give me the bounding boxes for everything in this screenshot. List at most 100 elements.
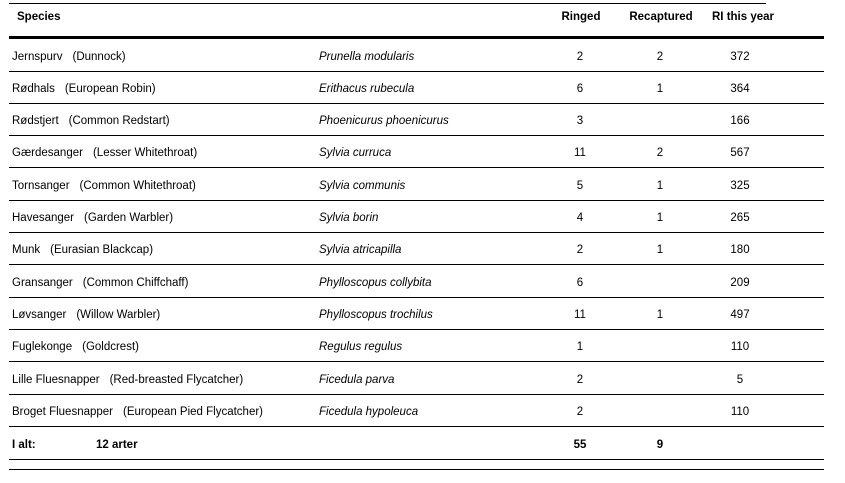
table-row: Gransanger (Common Chiffchaff) Phylloscop… [9, 266, 824, 298]
danish-name: Gærdesanger [12, 147, 83, 159]
latin-name: Ficedula hypoleuca [319, 406, 419, 418]
total-ringed: 55 [573, 439, 587, 451]
english-name: (Common Whitethroat) [79, 180, 196, 192]
english-name: (European Robin) [64, 83, 156, 95]
recaptured-count: 2 [656, 51, 664, 63]
danish-name: Fuglekonge [12, 341, 73, 353]
latin-name: Prunella modularis [319, 51, 415, 63]
latin-name: Regulus regulus [319, 341, 403, 353]
species-name: Rødhals (European Robin) [12, 82, 156, 96]
english-name: (Common Chiffchaff) [82, 277, 189, 289]
total-species-count: 12 arter [96, 439, 138, 451]
english-name: (Eurasian Blackcap) [50, 244, 154, 256]
ringed-count: 11 [574, 309, 586, 321]
english-name: (Garden Warbler) [84, 212, 174, 224]
total-label: I alt: [12, 439, 36, 451]
ringed-count: 2 [576, 374, 584, 386]
ri-this-year-count: 180 [730, 244, 750, 256]
table-row: Rødhals (European Robin) Erithacus rubecu… [9, 72, 824, 104]
species-name: Gransanger (Common Chiffchaff) [12, 276, 188, 290]
latin-name: Sylvia communis [319, 180, 406, 192]
danish-name: Rødstjert [12, 115, 59, 127]
ri-this-year-count: 372 [730, 51, 750, 63]
ringed-count: 2 [576, 406, 584, 418]
species-name: Havesanger (Garden Warbler) [12, 211, 173, 225]
latin-name: Phoenicurus phoenicurus [319, 115, 449, 127]
total-recaptured: 9 [656, 439, 664, 451]
latin-name: Ficedula parva [319, 374, 395, 386]
ri-this-year-count: 5 [736, 374, 744, 386]
danish-name: Rødhals [12, 83, 55, 95]
ringed-count: 6 [576, 83, 584, 95]
ringed-count: 4 [576, 212, 584, 224]
latin-name: Sylvia atricapilla [319, 244, 402, 256]
ri-this-year-count: 567 [730, 147, 750, 159]
danish-name: Havesanger [12, 212, 75, 224]
species-name: Tornsanger (Common Whitethroat) [12, 179, 196, 193]
species-name: Gærdesanger (Lesser Whitethroat) [12, 146, 197, 160]
species-name: Munk (Eurasian Blackcap) [12, 243, 153, 257]
danish-name: Jernspurv [12, 51, 63, 63]
header-rule [9, 36, 824, 39]
species-name: Lille Fluesnapper (Red-breasted Flycatche… [12, 373, 243, 387]
ri-this-year-count: 265 [730, 212, 750, 224]
table-row: Rødstjert (Common Redstart) Phoenicurus p… [9, 104, 824, 136]
total-row: I alt: 12 arter 55 9 [9, 428, 824, 460]
species-name: Fuglekonge (Goldcrest) [12, 340, 139, 354]
ringed-count: 5 [576, 180, 584, 192]
table-row: Tornsanger (Common Whitethroat) Sylvia co… [9, 169, 824, 201]
recaptured-count: 1 [656, 83, 664, 95]
english-name: (Goldcrest) [82, 341, 139, 353]
recaptured-count: 1 [656, 212, 664, 224]
header-species: Species [17, 11, 61, 23]
header-ri-this-year: RI this year [712, 11, 774, 23]
english-name: (Common Redstart) [68, 115, 170, 127]
english-name: (Lesser Whitethroat) [92, 147, 198, 159]
top-rule [9, 3, 766, 4]
ri-this-year-count: 110 [730, 406, 750, 418]
ringed-count: 2 [576, 51, 584, 63]
species-name: Løvsanger (Willow Warbler) [12, 308, 160, 322]
table-row: Jernspurv (Dunnock) Prunella modularis 2 … [9, 40, 824, 72]
species-name: Broget Fluesnapper (European Pied Flycatc… [12, 405, 263, 419]
ri-this-year-count: 166 [730, 115, 750, 127]
danish-name: Lille Fluesnapper [12, 374, 100, 386]
latin-name: Phylloscopus collybita [319, 277, 432, 289]
danish-name: Munk [12, 244, 41, 256]
ringed-count: 2 [576, 244, 584, 256]
english-name: (Red-breasted Flycatcher) [109, 374, 244, 386]
ri-this-year-count: 110 [730, 341, 750, 353]
english-name: (European Pied Flycatcher) [123, 406, 263, 418]
ri-this-year-count: 209 [730, 277, 750, 289]
danish-name: Broget Fluesnapper [12, 406, 114, 418]
ri-this-year-count: 325 [730, 180, 750, 192]
ringed-count: 6 [576, 277, 584, 289]
table-row: Havesanger (Garden Warbler) Sylvia borin … [9, 201, 824, 233]
latin-name: Erithacus rubecula [319, 83, 415, 95]
ri-this-year-count: 364 [730, 83, 750, 95]
danish-name: Gransanger [12, 277, 73, 289]
latin-name: Sylvia borin [319, 212, 379, 224]
recaptured-count: 2 [656, 147, 664, 159]
ringed-count: 1 [576, 341, 584, 353]
species-name: Rødstjert (Common Redstart) [12, 114, 170, 128]
english-name: (Dunnock) [72, 51, 126, 63]
recaptured-count: 1 [656, 309, 664, 321]
latin-name: Sylvia curruca [319, 147, 392, 159]
table-row: Gærdesanger (Lesser Whitethroat) Sylvia c… [9, 136, 824, 168]
recaptured-count: 1 [656, 180, 664, 192]
ri-this-year-count: 497 [730, 309, 750, 321]
species-name: Jernspurv (Dunnock) [12, 50, 126, 64]
latin-name: Phylloscopus trochilus [319, 309, 433, 321]
table-row: Broget Fluesnapper (European Pied Flycatc… [9, 395, 824, 427]
danish-name: Løvsanger [12, 309, 67, 321]
english-name: (Willow Warbler) [76, 309, 161, 321]
bottom-rule [9, 469, 824, 470]
table-row: Lille Fluesnapper (Red-breasted Flycatche… [9, 363, 824, 395]
ringed-count: 11 [574, 147, 586, 159]
header-ringed: Ringed [561, 11, 601, 23]
table-row: Løvsanger (Willow Warbler) Phylloscopus t… [9, 298, 824, 330]
header-recaptured: Recaptured [629, 11, 693, 23]
table-row: Munk (Eurasian Blackcap) Sylvia atricapil… [9, 233, 824, 265]
recaptured-count: 1 [656, 244, 664, 256]
